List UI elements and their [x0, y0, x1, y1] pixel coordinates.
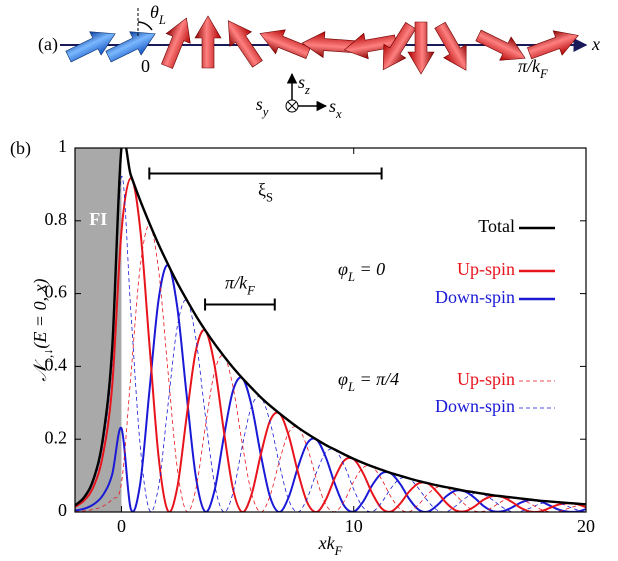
legend-group-label: φL = 0	[338, 259, 385, 284]
x-tick-label: 0	[117, 516, 126, 536]
x-axis-label: xkF	[318, 533, 343, 558]
text-part: θ	[150, 2, 159, 22]
x-tick-label: 10	[345, 516, 363, 536]
legend-label: Up-spin	[457, 369, 515, 389]
text-part: φ	[338, 369, 348, 389]
text-part: π/k	[225, 273, 248, 293]
spin-arrow	[428, 18, 478, 78]
text-part: s	[329, 96, 336, 116]
text-part: L	[347, 380, 355, 394]
text-part: x	[335, 107, 342, 121]
legend-group-label: φL = π/4	[338, 369, 399, 394]
text-part: π/k	[518, 56, 541, 76]
text-part: xk	[318, 533, 336, 553]
text-part: = π/4	[355, 369, 399, 389]
period-label: π/kF	[518, 56, 548, 81]
region-label: FI	[89, 209, 107, 229]
y-tick-label: 0.8	[45, 209, 68, 229]
text-part: S	[266, 190, 273, 204]
text-part: φ	[338, 259, 348, 279]
text-part: z	[304, 83, 310, 97]
series-line	[75, 176, 586, 512]
y-tick-label: 0.6	[45, 282, 68, 302]
y-tick-label: 0.4	[45, 355, 68, 375]
y-tick-label: 0.2	[45, 427, 68, 447]
text-part: ξ	[258, 180, 266, 200]
x-tick-label: 20	[577, 516, 595, 536]
text-part: F	[246, 283, 255, 297]
plot-frame	[74, 147, 587, 513]
sy-label: sy	[256, 94, 269, 119]
text-part: F	[334, 544, 343, 558]
spin-arrow	[300, 29, 356, 61]
legend-label: Down-spin	[435, 396, 515, 416]
y-tick-label: 0	[58, 500, 67, 520]
text-part: ↑,↓	[41, 349, 55, 365]
sy-into	[285, 99, 299, 113]
sx-label: sx	[329, 96, 342, 121]
panel-a: (a) x θL 0 π/kF sz sx sy	[38, 2, 600, 121]
text-part: L	[158, 13, 166, 27]
span-label: π/kF	[225, 273, 255, 298]
panel-label: (a)	[38, 34, 58, 55]
text-part: = 0	[355, 259, 385, 279]
legend-label: Up-spin	[457, 259, 515, 279]
spin-arrow	[217, 13, 269, 72]
panel-label: (b)	[10, 138, 31, 159]
spin-arrow	[194, 15, 222, 69]
angle-arc	[137, 21, 153, 31]
text-part: y	[261, 105, 269, 119]
axis-label: x	[591, 34, 600, 54]
sz-label: sz	[298, 72, 310, 97]
sy-into-cross	[287, 101, 297, 111]
origin-label: 0	[141, 56, 150, 76]
text-part: (E = 0, x)	[30, 278, 51, 348]
legend-label: Total	[478, 216, 515, 236]
text-part: F	[539, 67, 548, 81]
text-part: s	[256, 94, 263, 114]
legend-label: Down-spin	[435, 287, 515, 307]
series-line	[75, 148, 586, 507]
y-tick-label: 1	[58, 136, 67, 156]
text-part: s	[298, 72, 305, 92]
text-part: L	[347, 270, 355, 284]
theta-label: θL	[150, 2, 166, 27]
span-label: ξS	[258, 180, 273, 205]
